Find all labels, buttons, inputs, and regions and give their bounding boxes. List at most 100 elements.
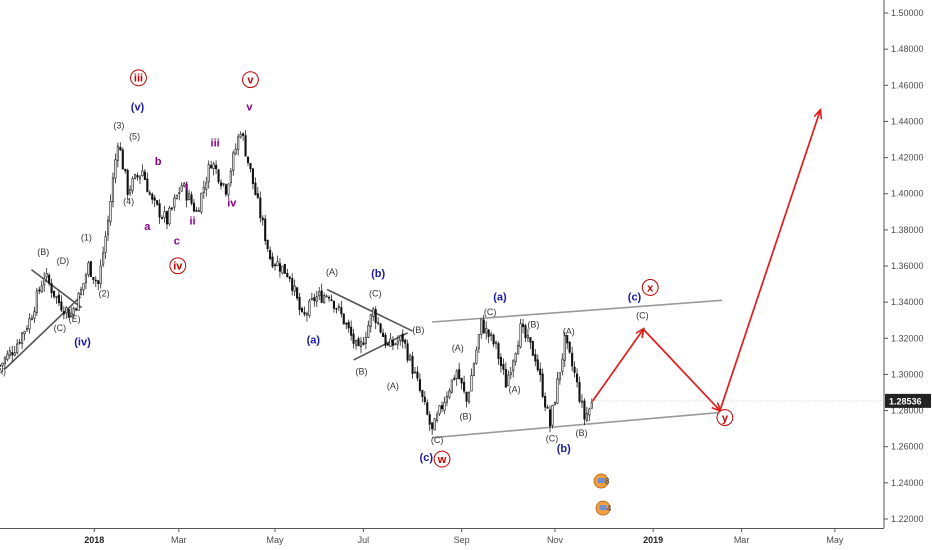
candle-body <box>278 263 281 272</box>
candle-body <box>237 136 240 150</box>
wave-label: v <box>247 75 254 87</box>
candle-body <box>571 352 574 367</box>
candle-body <box>288 276 291 279</box>
candle-body <box>409 355 412 361</box>
wave-label: iv <box>227 197 237 209</box>
wave-label: (5) <box>129 132 140 142</box>
candle-body <box>406 343 409 361</box>
candle-body <box>519 323 522 348</box>
wave-label: (C) <box>54 323 67 333</box>
candle-body <box>411 356 414 374</box>
candle-body <box>389 338 392 347</box>
wave-label: b <box>155 156 162 168</box>
candle-body <box>119 146 122 151</box>
candle-body <box>11 352 14 356</box>
candle-body <box>386 343 390 346</box>
candle-body <box>401 333 404 342</box>
candle-body <box>318 291 321 297</box>
candle-body <box>271 256 274 267</box>
candle-body <box>195 210 198 212</box>
candle-body <box>472 363 475 376</box>
candle-body <box>561 358 564 372</box>
candle-body <box>492 334 495 345</box>
candle-body <box>232 152 235 171</box>
candle-body <box>264 218 267 241</box>
candle-body <box>207 164 210 183</box>
candle-body <box>544 395 547 408</box>
candle-body <box>438 405 441 415</box>
x-tick-label: Nov <box>547 535 564 545</box>
candles-layer <box>0 130 593 435</box>
wave-label: i <box>185 181 188 193</box>
candle-body <box>205 182 208 190</box>
channel-upper <box>432 299 722 323</box>
wave-label: a <box>144 221 151 233</box>
candle-body <box>0 364 2 367</box>
candle-body <box>8 350 11 356</box>
candle-body <box>1 362 4 366</box>
x-tick-label: Mar <box>171 535 187 545</box>
candle-body <box>244 135 247 157</box>
candle-body <box>212 163 215 169</box>
channel-lower <box>432 411 723 439</box>
candle-body <box>509 372 512 376</box>
candle-body <box>273 264 277 267</box>
candle-body <box>13 352 16 356</box>
y-tick-label: 1.32000 <box>891 333 924 343</box>
trendline-layer <box>4 268 723 439</box>
candle-body <box>296 287 299 299</box>
candle-body <box>67 309 70 318</box>
candle-body <box>443 401 446 411</box>
candle-body <box>436 414 439 421</box>
wave-label: (A) <box>509 384 521 394</box>
wave-label: (C) <box>431 435 444 445</box>
triangle-1-upper <box>30 268 83 309</box>
wave-label-circle <box>716 409 734 426</box>
candle-body <box>573 366 576 373</box>
wave-label: (iv) <box>74 337 91 349</box>
wave-label: (B) <box>527 319 539 329</box>
candle-body <box>585 412 588 421</box>
candle-body <box>251 168 254 185</box>
candle-body <box>136 175 139 178</box>
candle-body <box>551 404 554 426</box>
candle-body <box>60 301 63 311</box>
candle-body <box>499 357 502 366</box>
candle-body <box>77 292 80 311</box>
candle-body <box>116 145 119 161</box>
candle-body <box>114 159 117 179</box>
candle-body <box>465 391 468 402</box>
candle-body <box>357 338 360 347</box>
candle-body <box>384 334 387 346</box>
candle-body <box>87 262 90 275</box>
candle-body <box>276 261 279 266</box>
y-tick-label: 1.38000 <box>891 225 924 235</box>
candle-body <box>534 354 537 362</box>
candle-body <box>286 272 289 278</box>
candle-body <box>327 296 331 299</box>
candle-body <box>588 408 591 416</box>
wave-labels-layer: (A)(B)(D)(C)(E)(iv)(1)(2)(3)(4)(5)(v)iii… <box>0 69 734 468</box>
candle-body <box>79 289 83 296</box>
wave-label: (B) <box>412 325 424 335</box>
candle-body <box>190 194 193 204</box>
wave-label: (a) <box>307 335 321 347</box>
candle-body <box>33 311 36 319</box>
candle-body <box>330 299 333 301</box>
candle-body <box>99 265 102 284</box>
candle-body <box>293 285 296 292</box>
candle-body <box>521 323 525 328</box>
candle-body <box>494 341 498 344</box>
candle-body <box>487 329 490 337</box>
candle-body <box>583 400 586 420</box>
candle-body <box>305 313 308 316</box>
candle-body <box>168 207 171 224</box>
candle-body <box>541 373 544 397</box>
candle-body <box>480 318 483 335</box>
projection-arrow <box>591 329 643 403</box>
candle-body <box>374 309 377 323</box>
y-tick-label: 1.30000 <box>891 369 924 379</box>
wave-label-circle <box>641 279 659 296</box>
candle-body <box>52 290 56 297</box>
candle-body <box>303 312 306 315</box>
